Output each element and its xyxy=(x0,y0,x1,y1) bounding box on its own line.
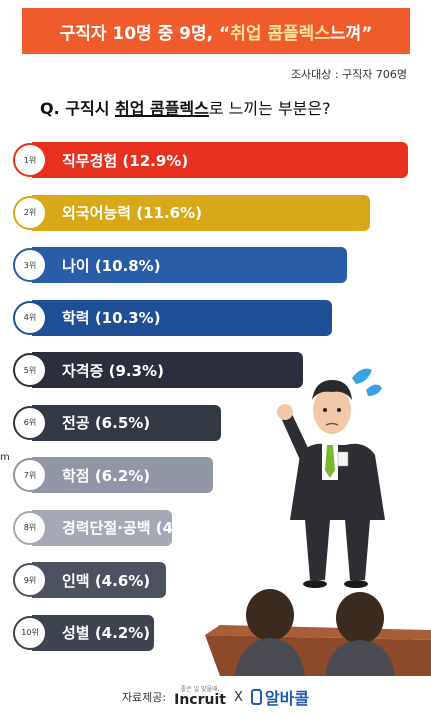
presenter-head xyxy=(313,386,351,434)
bar-label: 나이 (10.8%) xyxy=(62,256,161,275)
source-label: 자료제공: xyxy=(121,691,167,704)
audience-head-left xyxy=(246,589,294,641)
phone-icon xyxy=(250,689,262,705)
bar-label: 인맥 (4.6%) xyxy=(62,571,151,590)
bar-9: 인맥 (4.6%) xyxy=(32,562,166,598)
footer-separator: X xyxy=(233,689,243,705)
bar-5: 자격증 (9.3%) xyxy=(32,352,303,388)
audience-head-right xyxy=(336,592,384,644)
bar-1: 직무경험 (12.9%) xyxy=(32,142,408,178)
rank-badge: 9위 xyxy=(13,563,47,597)
rank-badge: 2위 xyxy=(13,195,47,230)
bar-label: 학력 (10.3%) xyxy=(62,309,161,327)
incruit-tagline: 좋은 일 맞울때, xyxy=(180,686,220,693)
rank-badge: 7위 xyxy=(13,458,47,492)
title-banner: 구직자 10명 중 9명, “취업 콤플렉스 느껴” xyxy=(22,8,410,54)
tie-shape xyxy=(325,445,335,478)
sweat-drop-icon xyxy=(352,368,372,384)
bar-4: 학력 (10.3%) xyxy=(32,299,332,336)
bar-6: 전공 (6.5%) xyxy=(32,404,221,441)
question-keyword: 취업 콤플렉스 xyxy=(114,99,209,118)
rank-badge: 1위 xyxy=(13,143,47,177)
rank-badge: 6위 xyxy=(13,405,47,440)
bar-10: 성별 (4.2%) xyxy=(32,614,154,651)
survey-info: 조사대상 : 구직자 706명 xyxy=(290,68,407,81)
rank-badge: 4위 xyxy=(13,300,47,335)
bar-label: 성별 (4.2%) xyxy=(62,624,151,642)
bar-3: 나이 (10.8%) xyxy=(32,247,347,283)
question-prefix: Q. 구직시 xyxy=(40,99,115,118)
albacall-name: 알바콜 xyxy=(264,689,310,708)
bar-7: 학점 (6.2%) xyxy=(32,457,213,493)
side-mark: m xyxy=(0,452,10,463)
bar-8: 경력단절·공백 (4.8%) xyxy=(32,509,211,546)
presenter-suit xyxy=(290,443,385,580)
bar-label: 외국어능력 (11.6%) xyxy=(62,204,202,222)
bar-2: 외국어능력 (11.6%) xyxy=(32,194,370,231)
question: Q. 구직시 취업 콤플렉스로 느끼는 부분은? xyxy=(40,95,331,119)
albacall-logo: 알바콜 xyxy=(250,685,310,709)
title-highlight: 취업 콤플렉스 xyxy=(230,23,330,44)
question-suffix: 로 느끼는 부분은? xyxy=(208,99,331,118)
rank-badge: 5위 xyxy=(13,353,47,387)
hand-shape xyxy=(277,404,293,420)
rank-badge: 8위 xyxy=(13,510,47,545)
bar-label: 자격증 (9.3%) xyxy=(62,361,164,380)
title-prefix: 구직자 10명 중 9명, “ xyxy=(59,23,231,44)
bar-label: 전공 (6.5%) xyxy=(62,414,151,432)
bar-label: 학점 (6.2%) xyxy=(62,466,151,485)
incruit-logo: 좋은 일 맞울때, Incruit xyxy=(174,686,226,708)
footer: 자료제공: 좋은 일 맞울때, Incruit X 알바콜 xyxy=(0,676,431,718)
title-suffix: 느껴” xyxy=(329,23,373,44)
bar-label: 경력단절·공백 (4.8%) xyxy=(62,519,212,537)
incruit-name: Incruit xyxy=(174,692,226,708)
rank-badge: 3위 xyxy=(13,248,47,282)
rank-badge: 10위 xyxy=(13,615,47,650)
bar-label: 직무경험 (12.9%) xyxy=(62,151,189,170)
